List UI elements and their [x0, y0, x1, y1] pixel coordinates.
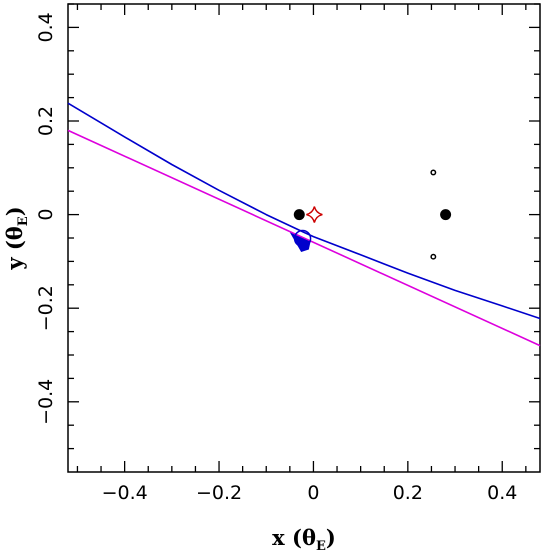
axis-labels: x (θE) y (θE) — [2, 206, 336, 554]
axis-tick-labels: −0.4 −0.2 0 0.2 0.4 −0.4 −0.2 0 0.2 0.4 — [35, 12, 517, 504]
markers — [289, 169, 452, 260]
small-image-point — [430, 169, 437, 176]
trajectory-curves — [67, 102, 541, 347]
y-tick-label: 0.4 — [35, 12, 57, 42]
y-axis-label: y (θE) — [2, 206, 31, 270]
x-tick-label: 0.4 — [487, 482, 517, 504]
x-tick-label: −0.2 — [196, 482, 242, 504]
axis-ticks — [68, 3, 540, 472]
x-tick-label: −0.4 — [102, 482, 148, 504]
caustic-icon — [306, 206, 323, 223]
x-tick-label: 0.2 — [393, 482, 423, 504]
y-tick-label: −0.4 — [35, 379, 57, 425]
x-tick-label: 0 — [307, 482, 319, 504]
lens-mass-point — [440, 209, 452, 221]
y-tick-label: −0.2 — [35, 285, 57, 331]
small-image-point — [430, 253, 437, 260]
lens-mass-point — [293, 209, 305, 221]
x-axis-label: x (θE) — [272, 525, 336, 554]
magenta-line — [67, 129, 541, 347]
y-tick-label: 0 — [35, 209, 57, 221]
direction-arrow-icon — [289, 232, 311, 252]
y-tick-label: 0.2 — [35, 106, 57, 136]
blue-curve — [67, 102, 541, 320]
